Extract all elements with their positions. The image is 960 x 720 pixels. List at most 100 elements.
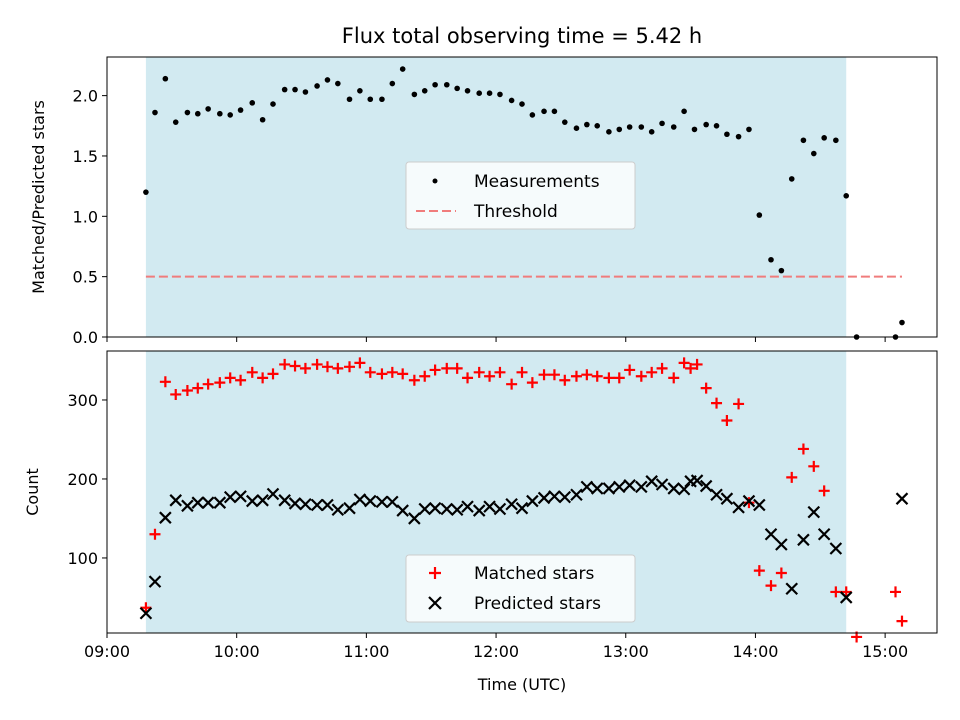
matched-stars-point (299, 362, 311, 374)
predicted-stars-point (343, 501, 356, 515)
predicted-stars-point (245, 494, 259, 508)
predicted-stars-point (580, 480, 594, 494)
matched-stars-point (656, 362, 668, 374)
matched-stars-point (267, 368, 279, 380)
matched-stars-point (797, 443, 809, 455)
predicted-stars-point (807, 505, 821, 519)
measurements-point (606, 129, 612, 135)
measurements-point (778, 267, 785, 274)
measurements-point (162, 75, 169, 82)
predicted-stars-point (483, 500, 496, 513)
measurements-point (899, 319, 905, 326)
matched-stars-point (473, 366, 485, 378)
measurements-point (670, 124, 677, 130)
predicted-stars-point (223, 490, 237, 504)
matched-stars-point (386, 366, 398, 378)
y-tick-label: 100 (67, 549, 98, 568)
predicted-stars-point (428, 501, 442, 515)
y-axis-label-count: Count (23, 468, 42, 516)
x-tick-label: 09:00 (84, 642, 130, 661)
matched-stars-point (591, 370, 603, 382)
predicted-stars-point (278, 494, 291, 507)
matched-stars-point (441, 362, 453, 374)
measurements-point (703, 121, 709, 128)
measurements-point (367, 96, 374, 103)
predicted-stars-point (169, 494, 183, 507)
predicted-stars-point (548, 490, 561, 503)
predicted-stars-point (785, 582, 799, 596)
predicted-stars-point (159, 511, 172, 524)
measurements-point (735, 133, 742, 140)
measurements-point (476, 90, 483, 97)
matched-stars-point (516, 366, 528, 378)
measurements-point (594, 122, 601, 129)
y-tick-label: 1.0 (73, 207, 98, 226)
matched-stars-point (538, 369, 550, 381)
matched-stars-point (840, 586, 852, 598)
matched-stars-point (376, 368, 388, 380)
matched-stars-point (214, 377, 226, 389)
measurements-point (399, 66, 406, 72)
matched-stars-point (678, 357, 690, 369)
matched-stars-point (192, 382, 204, 394)
matched-stars-point (462, 372, 474, 384)
measurements-point (638, 124, 645, 130)
predicted-stars-point (331, 503, 345, 517)
matched-stars-point (279, 358, 291, 370)
predicted-stars-point (635, 480, 648, 494)
matched-stars-point (289, 360, 301, 372)
measurements-point (172, 119, 179, 125)
predicted-stars-point (817, 527, 831, 541)
measurements-point (810, 150, 817, 157)
matched-stars-point (559, 374, 571, 386)
legend-marker-measurements (432, 178, 438, 184)
measurements-point (292, 86, 298, 93)
measurements-point (691, 126, 698, 133)
x-tick-label: 11:00 (343, 642, 389, 661)
predicted-stars-point (775, 538, 788, 551)
matched-stars-point (685, 362, 697, 374)
x-tick-label: 13:00 (603, 642, 649, 661)
measurements-point (184, 109, 191, 116)
predicted-stars-point (570, 488, 583, 502)
predicted-stars-point (375, 495, 389, 509)
predicted-stars-point (590, 482, 604, 495)
measurements-point (143, 189, 149, 195)
measurements-point (659, 120, 665, 127)
legend-marker-predicted (428, 596, 442, 610)
y-tick-label: 1.5 (73, 147, 98, 166)
predicted-stars-point (353, 493, 367, 506)
ratio-panel-frame (106, 56, 938, 338)
legend-box (405, 554, 636, 623)
predicted-stars-point (526, 494, 539, 508)
x-tick-label: 10:00 (214, 642, 260, 661)
x-tick-label: 14:00 (732, 642, 778, 661)
predicted-stars-point (396, 504, 409, 517)
measurements-point (681, 108, 687, 115)
y-tick-label: 200 (67, 470, 98, 489)
measurements-point (259, 116, 266, 123)
matched-stars-point (494, 366, 506, 378)
predicted-stars-point (839, 591, 853, 604)
measurements-point (561, 119, 568, 125)
measurements-point (302, 89, 309, 95)
predicted-stars-point (201, 496, 215, 509)
predicted-stars-point (310, 498, 324, 512)
y-axis-label-ratio: Matched/Predicted stars (29, 100, 48, 294)
legend-label-measurements: Measurements (474, 172, 600, 192)
measurements-point (529, 112, 536, 118)
measurements-point (626, 124, 633, 130)
legend-marker-matched (429, 567, 441, 579)
measurements-point (227, 112, 234, 118)
y-tick-label: 0.5 (73, 268, 98, 287)
measurements-point (357, 87, 363, 94)
predicted-stars-point (139, 606, 153, 620)
measurements-point (713, 122, 720, 129)
predicted-stars-point (753, 498, 766, 512)
matched-stars-point (149, 528, 161, 540)
legend-label-matched: Matched stars (474, 564, 594, 584)
legend-label-threshold: Threshold (473, 202, 558, 222)
predicted-stars-point (732, 501, 745, 514)
matched-stars-point (202, 378, 214, 390)
matched-stars-point (646, 366, 658, 378)
